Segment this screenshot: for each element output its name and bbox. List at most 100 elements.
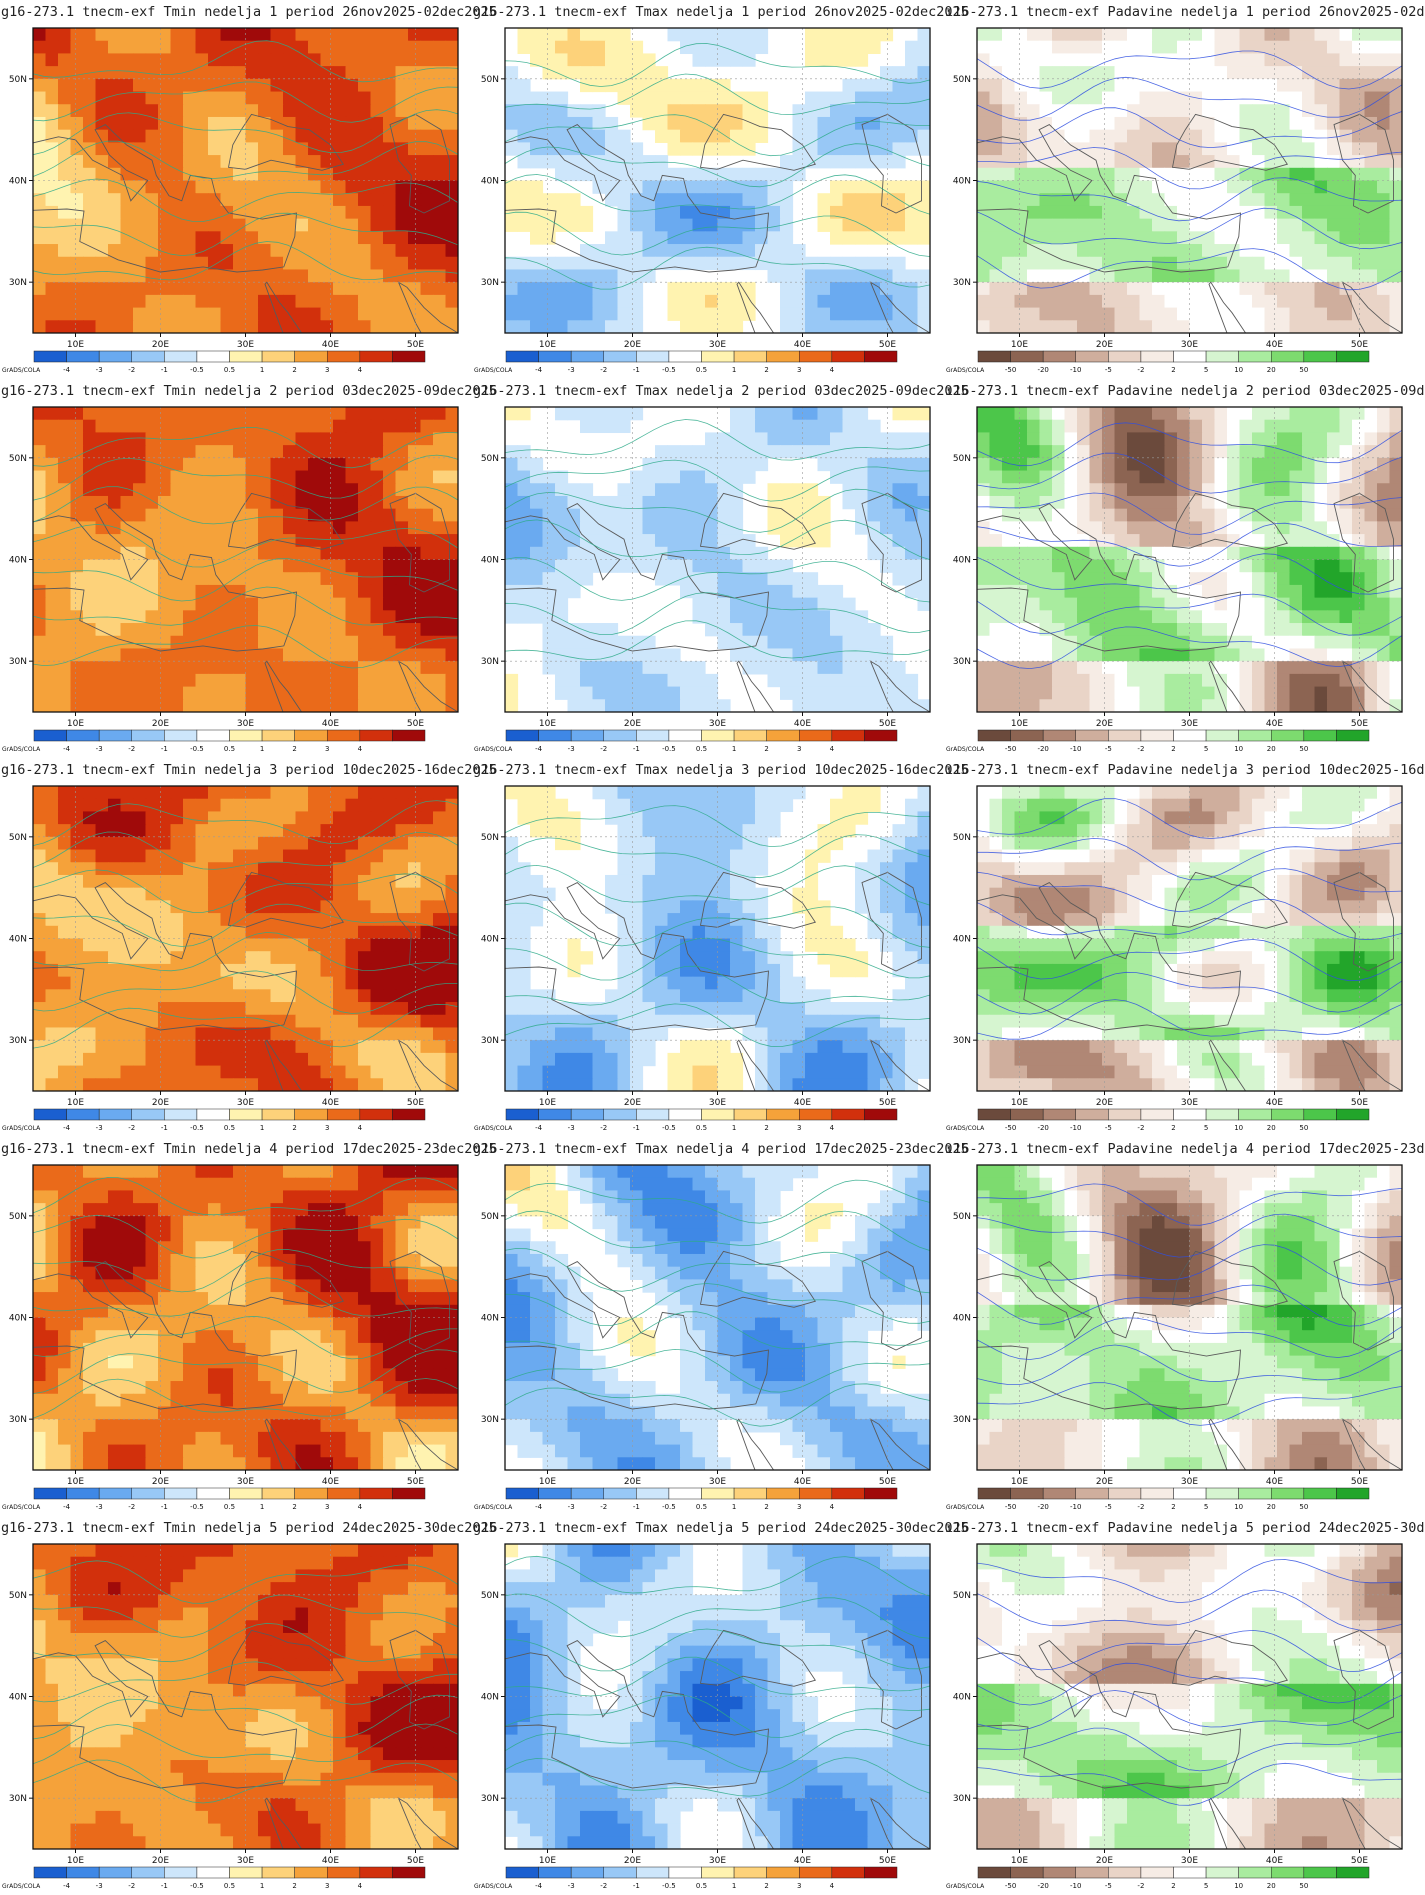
grads-credit: GrADS/COLA [946, 1504, 985, 1511]
lon-tick-label: 20E [152, 1856, 169, 1866]
colorbar-swatch [1042, 729, 1076, 742]
colorbar-label: 1 [260, 1124, 264, 1132]
lon-tick-label: 20E [152, 719, 169, 729]
colorbar-label: -5 [1105, 745, 1112, 753]
colorbar-swatch [1173, 350, 1207, 363]
grads-credit: GrADS/COLA [946, 1883, 985, 1890]
colorbar-swatch [1140, 729, 1174, 742]
colorbar-swatch [701, 1866, 735, 1879]
colorbar-label: 2 [764, 366, 768, 374]
lat-tick-label: 40N [953, 1314, 971, 1324]
colorbar-swatch [733, 1487, 767, 1500]
colorbar-label: -0.5 [662, 1503, 676, 1511]
colorbar-swatch [668, 1108, 702, 1121]
colorbar-swatch [229, 729, 263, 742]
colorbar-swatch [538, 1487, 572, 1500]
colorbar-swatch [1010, 1108, 1044, 1121]
panel-title: g16-273.1 tnecm-exf Tmax nedelja 1 perio… [473, 4, 969, 20]
lon-tick-label: 20E [624, 1477, 641, 1487]
colorbar-swatch [733, 1108, 767, 1121]
anomaly-field [33, 786, 458, 1091]
colorbar-swatch [668, 350, 702, 363]
colorbar-swatch [392, 1487, 426, 1500]
lat-tick-label: 50N [953, 454, 971, 464]
colorbar-swatch [1303, 350, 1337, 363]
colorbar-label: -2 [128, 1124, 135, 1132]
colorbar-swatch [66, 1108, 100, 1121]
colorbar-swatch [864, 729, 898, 742]
colorbar: -4 -3 -2 -1 -0.5 0.5 1 2 3 4 GrADS/COLA [474, 729, 898, 753]
colorbar-swatch [603, 1487, 637, 1500]
lat-tick-label: 30N [481, 1794, 499, 1804]
colorbar-swatch [1303, 1487, 1337, 1500]
lon-tick-label: 30E [1181, 1856, 1198, 1866]
lat-tick-label: 50N [953, 1591, 971, 1601]
colorbar-swatch [66, 1866, 100, 1879]
lon-tick-label: 10E [1011, 340, 1028, 350]
lat-tick-label: 50N [481, 75, 499, 85]
colorbar-swatch [66, 350, 100, 363]
colorbar-swatch [261, 1866, 295, 1879]
lon-tick-label: 50E [879, 719, 896, 729]
lat-tick-label: 40N [9, 935, 27, 945]
colorbar-swatch [1042, 1108, 1076, 1121]
panel-title: g16-273.1 tnecm-exf Tmin nedelja 1 perio… [1, 4, 497, 20]
colorbar-swatch [799, 1487, 833, 1500]
colorbar-swatch [733, 1866, 767, 1879]
colorbar-swatch [294, 1108, 328, 1121]
grads-credit: GrADS/COLA [2, 1504, 41, 1511]
panel-padavine-week-3: ı16-273.1 tnecm-exf Padavine nedelja 3 p… [945, 762, 1425, 1132]
colorbar-label: 10 [1234, 1882, 1243, 1890]
colorbar-label: -3 [568, 366, 575, 374]
lat-tick-label: 30N [9, 657, 27, 667]
colorbar-swatch [359, 350, 393, 363]
colorbar-label: -5 [1105, 1124, 1112, 1132]
colorbar-swatch [538, 1108, 572, 1121]
panel-title: g16-273.1 tnecm-exf Tmax nedelja 3 perio… [473, 762, 969, 778]
colorbar-label: 10 [1234, 745, 1243, 753]
colorbar-swatch [359, 1487, 393, 1500]
colorbar-label: -5 [1105, 1503, 1112, 1511]
colorbar-swatch [359, 1108, 393, 1121]
panel-padavine-week-2: ı16-273.1 tnecm-exf Padavine nedelja 2 p… [945, 383, 1425, 753]
colorbar-swatch [1075, 350, 1109, 363]
colorbar-swatch [864, 1487, 898, 1500]
colorbar-label: -1 [161, 1503, 168, 1511]
colorbar-label: -1 [633, 745, 640, 753]
colorbar-swatch [505, 729, 539, 742]
colorbar-label: 4 [830, 1124, 835, 1132]
colorbar-swatch [1042, 350, 1076, 363]
colorbar-label: 2 [1171, 366, 1175, 374]
colorbar-swatch [603, 729, 637, 742]
lon-tick-label: 10E [1011, 719, 1028, 729]
colorbar-label: 1 [260, 366, 264, 374]
lat-tick-label: 40N [9, 1693, 27, 1703]
panel-tmin-week-5: g16-273.1 tnecm-exf Tmin nedelja 5 perio… [1, 1520, 497, 1890]
colorbar-label: 4 [358, 1503, 363, 1511]
colorbar-swatch [327, 350, 361, 363]
lat-tick-label: 50N [953, 1212, 971, 1222]
lon-tick-label: 10E [67, 340, 84, 350]
colorbar-swatch [196, 1487, 230, 1500]
lon-tick-label: 50E [407, 719, 424, 729]
colorbar-label: 3 [797, 366, 801, 374]
colorbar-label: -4 [63, 1882, 71, 1890]
colorbar-label: -2 [1137, 366, 1144, 374]
colorbar-label: -2 [128, 366, 135, 374]
lon-tick-label: 30E [1181, 340, 1198, 350]
lon-tick-label: 40E [794, 1098, 811, 1108]
lon-tick-label: 50E [407, 340, 424, 350]
lat-tick-label: 40N [481, 1314, 499, 1324]
colorbar-swatch [636, 1108, 670, 1121]
panel-title: ı16-273.1 tnecm-exf Padavine nedelja 3 p… [945, 762, 1425, 778]
colorbar-swatch [33, 729, 67, 742]
lon-tick-label: 10E [539, 1098, 556, 1108]
colorbar-swatch [1075, 729, 1109, 742]
colorbar: -50 -20 -10 -5 -2 2 5 10 20 50 GrADS/COLA [946, 1487, 1370, 1511]
panel-tmax-week-3: g16-273.1 tnecm-exf Tmax nedelja 3 perio… [473, 762, 969, 1132]
colorbar-swatch [1238, 350, 1272, 363]
colorbar-swatch [294, 1866, 328, 1879]
colorbar-label: -1 [633, 366, 640, 374]
colorbar-swatch [701, 729, 735, 742]
colorbar-label: 2 [1171, 1882, 1175, 1890]
